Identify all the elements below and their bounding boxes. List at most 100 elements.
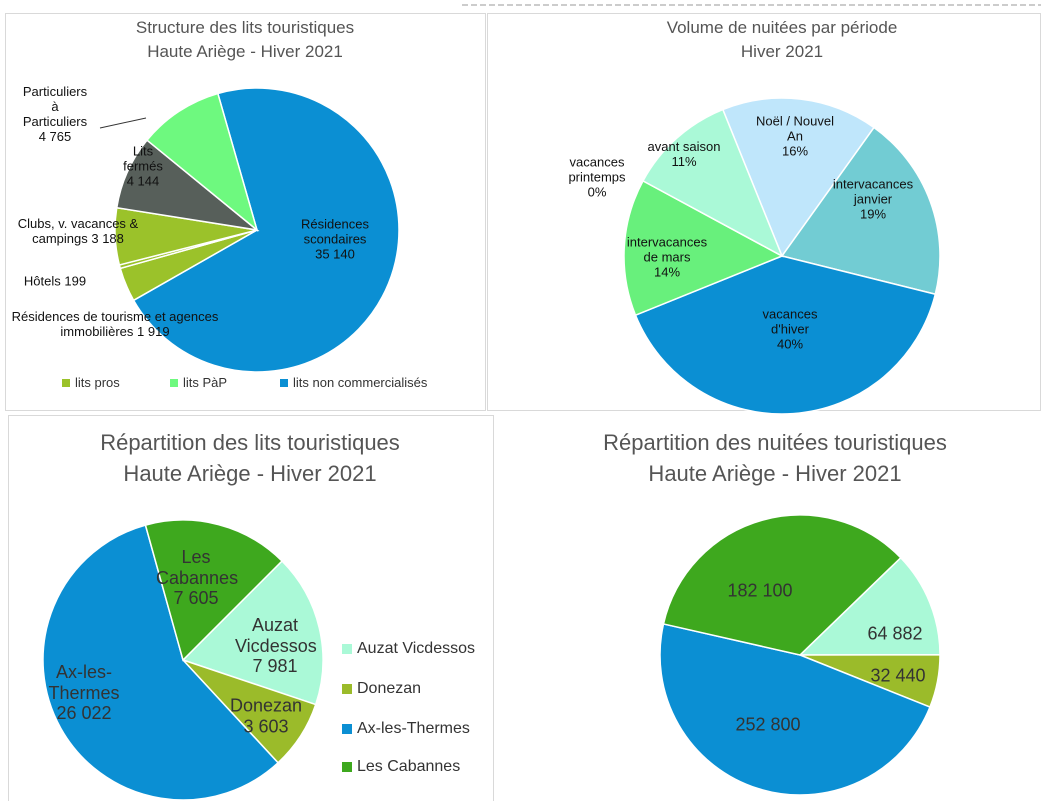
category-label: Auzat Vicdessos <box>235 614 317 656</box>
value-label: 7 605 <box>173 588 219 609</box>
legend-swatch <box>342 762 352 772</box>
category-label: Donezan <box>229 695 303 716</box>
legend-label: Auzat Vicdessos <box>357 640 475 657</box>
category-label: vacances d'hiver <box>762 306 818 337</box>
category-label: avant saison <box>647 139 721 155</box>
data-label: vacances d'hiver 40% <box>750 306 830 353</box>
data-label: 182 100 <box>715 581 805 602</box>
category-label: intervacances de mars <box>626 234 708 265</box>
pie-slice <box>144 519 284 662</box>
category-label: intervacances janvier <box>832 176 914 207</box>
chart-title: Structure des lits touristiques <box>136 18 354 38</box>
value-label: 252 800 <box>735 714 801 735</box>
panel <box>5 13 486 411</box>
legend-item: lits pros <box>62 375 120 390</box>
value-label: 4 765 <box>38 128 72 144</box>
value-label: 32 440 <box>870 665 926 686</box>
value-label: 1 919 <box>137 324 170 339</box>
title: Répartition des lits touristiques <box>100 430 400 455</box>
data-label: Noël / Nouvel An 16% <box>748 113 843 160</box>
pie-slice <box>42 524 280 801</box>
data-label: Auzat Vicdessos 7 981 <box>235 614 317 677</box>
chart-title: Volume de nuitées par période <box>667 18 898 38</box>
pie-slice <box>145 92 259 233</box>
legend-label: Ax-les-Thermes <box>357 720 470 737</box>
data-label: Ax-les-Thermes 26 022 <box>44 662 124 724</box>
legend-swatch <box>342 724 352 734</box>
pie-slice <box>662 514 902 656</box>
category-label: vacances printemps <box>568 154 626 185</box>
title: Répartition des nuitées touristiques <box>603 430 947 455</box>
data-label: vacances printemps 0% <box>557 154 637 201</box>
legend-swatch <box>342 684 352 694</box>
legend-label: lits pros <box>75 375 120 390</box>
data-label: Clubs, v. vacances & campings 3 188 <box>8 216 148 247</box>
value-label: 19% <box>859 206 887 222</box>
title: Volume de nuitées par période <box>666 18 898 37</box>
category-label: Résidences scondaires <box>301 216 369 247</box>
subtitle: Hiver 2021 <box>740 41 824 61</box>
legend-item: Donezan <box>342 680 421 698</box>
legend-label: lits PàP <box>183 375 228 390</box>
pie-slice <box>132 87 400 373</box>
value-label: 3 603 <box>243 716 289 736</box>
category-label: Noël / Nouvel An <box>755 113 835 144</box>
data-label: intervacances de mars 14% <box>622 234 712 281</box>
chart-title: Répartition des lits touristiques <box>100 430 400 456</box>
data-label: avant saison 11% <box>639 139 729 170</box>
data-label: 32 440 <box>853 666 943 687</box>
legend-item: Ax-les-Thermes <box>342 720 470 738</box>
leader-line <box>99 117 147 129</box>
value-label: 182 100 <box>727 580 793 601</box>
pie-slice <box>181 559 324 706</box>
data-label: Hôtels 199 <box>15 273 95 290</box>
chart-subtitle: Haute Ariège - Hiver 2021 <box>123 461 376 487</box>
legend-item: lits non commercialisés <box>280 375 427 390</box>
chart-subtitle: Haute Ariège - Hiver 2021 <box>147 42 343 62</box>
title: Structure des lits touristiques <box>135 18 355 37</box>
value-label: 35 140 <box>315 246 355 262</box>
data-label: Résidences de tourisme et agences immobi… <box>8 309 223 340</box>
legend-swatch <box>170 378 178 387</box>
category-label: Clubs, v. vacances & campings <box>17 216 139 246</box>
category-label: Ax-les-Thermes <box>48 661 120 703</box>
legend-label: Les Cabannes <box>357 758 461 775</box>
legend-label: lits non commercialisés <box>293 375 428 390</box>
legend-label: Donezan <box>357 680 422 697</box>
pie-slice <box>721 97 876 258</box>
chart-subtitle: Haute Ariège - Hiver 2021 <box>648 461 901 487</box>
data-label: 64 882 <box>850 624 940 645</box>
value-label: 14% <box>653 264 681 280</box>
value-label: 0% <box>587 184 607 200</box>
legend-swatch <box>62 378 70 387</box>
chart-subtitle: Hiver 2021 <box>741 42 823 62</box>
pie-slice <box>623 179 784 317</box>
category-label: Hôtels <box>23 273 61 289</box>
value-label: 4 144 <box>126 173 160 189</box>
pie-slice <box>634 255 937 415</box>
data-label: Les Cabannes 7 605 <box>156 546 239 609</box>
value-label: 26 022 <box>56 703 112 724</box>
value-label: 11% <box>671 154 697 169</box>
value-label: 16% <box>781 143 809 159</box>
category-label: Particuliers à Particuliers <box>22 84 88 129</box>
value-label: 199 <box>64 273 87 289</box>
subtitle: Haute Ariège - Hiver 2021 <box>123 460 377 486</box>
category-label: Résidences de tourisme et agences immobi… <box>11 309 219 339</box>
pie-slice <box>798 556 941 656</box>
pie-slice <box>780 126 941 296</box>
value-label: 40% <box>776 336 804 352</box>
value-label: 3 188 <box>91 231 124 246</box>
data-label: Lits fermés 4 144 <box>118 143 168 190</box>
category-label: Les Cabannes <box>156 546 239 588</box>
pie-slice <box>659 623 931 796</box>
data-label: intervacances janvier 19% <box>823 176 923 223</box>
panel <box>8 415 494 801</box>
value-label: 7 981 <box>252 656 298 677</box>
data-label: 252 800 <box>723 715 813 736</box>
data-label: Résidences scondaires 35 140 <box>290 216 380 263</box>
data-label: Donezan 3 603 <box>226 695 306 736</box>
category-label: Lits fermés <box>123 143 163 174</box>
